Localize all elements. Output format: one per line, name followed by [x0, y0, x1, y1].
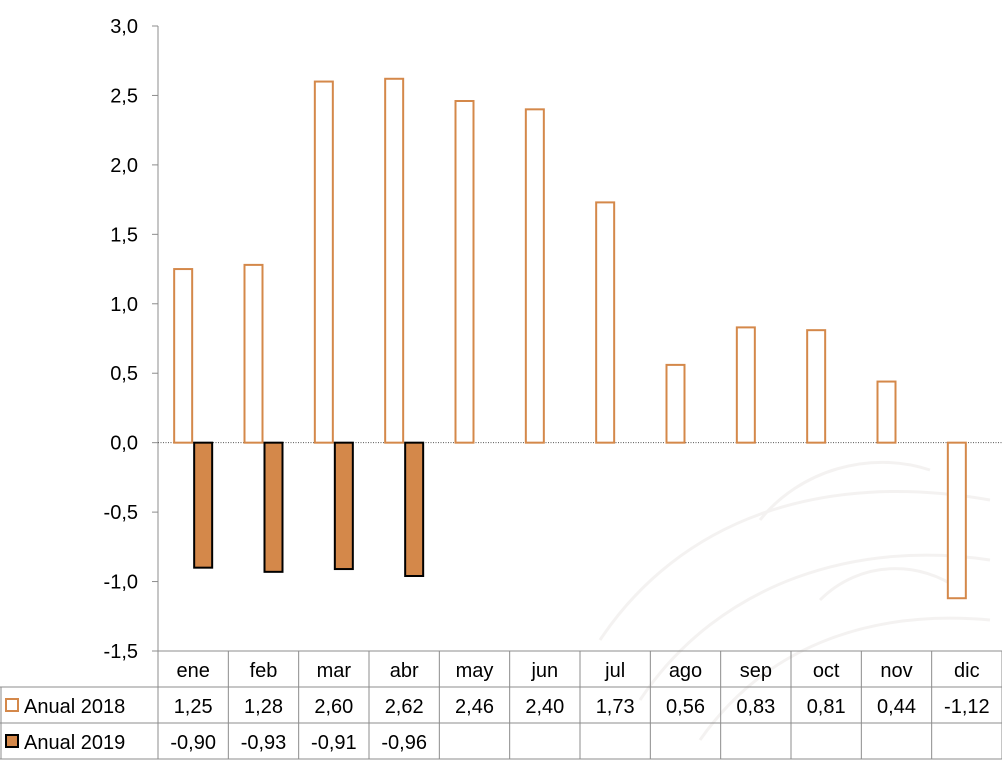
- data-label: 1,25: [174, 696, 213, 718]
- data-label: 2,46: [455, 696, 494, 718]
- y-tick-label: -0,5: [104, 502, 138, 524]
- x-category-label: jun: [530, 660, 558, 682]
- bars: [173, 77, 967, 600]
- bar-2019: [333, 441, 354, 571]
- bar-2018: [735, 326, 756, 444]
- legend-label: Anual 2018: [24, 696, 125, 718]
- axes: -1,5 -1,0 -0,5 0,0 0,5 1,0 1,5 2,0 2,5 3,0: [104, 16, 1002, 663]
- data-label: -0,91: [311, 732, 357, 754]
- x-category-label: nov: [880, 660, 912, 682]
- bar-2018: [384, 77, 405, 444]
- y-tick-label: 3,0: [110, 16, 138, 38]
- data-label: 0,83: [736, 696, 775, 718]
- x-category-label: sep: [740, 660, 772, 682]
- bar-2019: [193, 441, 214, 569]
- y-tick-label: 1,5: [110, 224, 138, 246]
- y-tick-label: 0,5: [110, 363, 138, 385]
- x-category-label: dic: [954, 660, 980, 682]
- data-label: 0,44: [877, 696, 916, 718]
- data-label: -0,93: [241, 732, 287, 754]
- bar-2018: [173, 268, 194, 444]
- bar-2018: [524, 108, 545, 444]
- bar-2018: [243, 263, 264, 444]
- bar-2018: [313, 80, 334, 444]
- x-category-label: mar: [317, 660, 352, 682]
- data-label: -0,90: [170, 732, 216, 754]
- data-label: -0,96: [381, 732, 427, 754]
- watermark-emblem: [598, 460, 991, 741]
- legend-key-2019: [5, 734, 19, 748]
- data-label: 2,40: [525, 696, 564, 718]
- data-label: 2,62: [385, 696, 424, 718]
- y-tick-label: 2,5: [110, 85, 138, 107]
- x-category-label: ago: [669, 660, 702, 682]
- x-category-label: may: [456, 660, 494, 682]
- x-category-label: oct: [813, 660, 840, 682]
- x-category-label: jul: [604, 660, 625, 682]
- data-label: 2,60: [314, 696, 353, 718]
- legend-key-2018: [5, 698, 19, 712]
- data-label: 1,73: [596, 696, 635, 718]
- data-label: -1,12: [944, 696, 990, 718]
- bar-2018: [876, 380, 897, 444]
- bar-2019: [263, 441, 284, 573]
- legend-label: Anual 2019: [24, 732, 125, 754]
- bar-2019: [404, 441, 425, 577]
- data-label: 0,81: [807, 696, 846, 718]
- bar-2018: [665, 363, 686, 444]
- bar-2018: [454, 100, 475, 444]
- bar-2018: [946, 441, 967, 600]
- y-tick-label: 1,0: [110, 294, 138, 316]
- data-table: ene feb mar abr may jun jul ago sep oct nov dic Anua…: [0, 650, 1002, 760]
- y-tick-label: 2,0: [110, 155, 138, 177]
- y-tick-label: -1,5: [104, 641, 138, 663]
- bar-2018: [595, 201, 616, 444]
- data-label: 0,56: [666, 696, 705, 718]
- y-tick-label: 0,0: [110, 433, 138, 455]
- data-label: 1,28: [244, 696, 283, 718]
- x-category-label: abr: [390, 660, 419, 682]
- x-category-label: ene: [176, 660, 209, 682]
- y-tick-label: -1,0: [104, 572, 138, 594]
- x-category-label: feb: [250, 660, 278, 682]
- bar-2018: [806, 329, 827, 444]
